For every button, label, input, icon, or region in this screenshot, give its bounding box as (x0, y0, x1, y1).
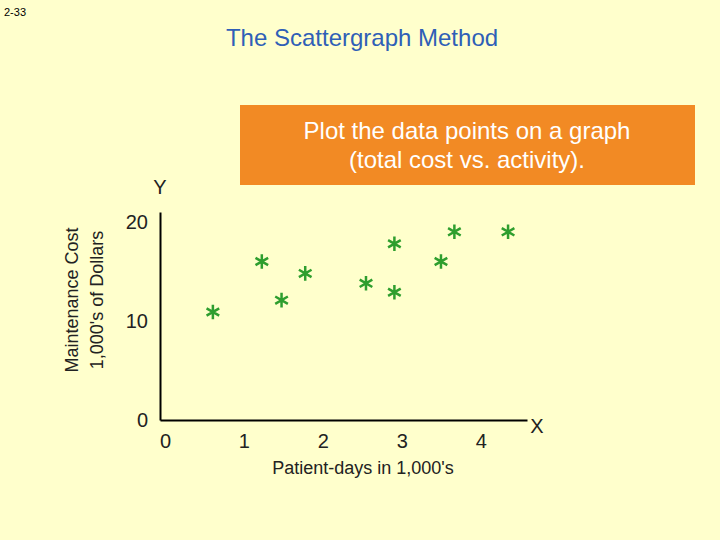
axis-line (161, 420, 528, 422)
slide: 2-33 The Scattergraph Method Plot the data… (0, 0, 720, 540)
points (207, 225, 515, 320)
annotation: Plot the data points on a graph (304, 117, 631, 144)
tick: 2 (318, 420, 329, 452)
point (388, 285, 401, 300)
point (448, 225, 461, 240)
title: The Scattergraph Method (226, 24, 498, 51)
tick: 0 (160, 420, 171, 452)
axis-name: X (530, 415, 543, 437)
tick-label: 10 (126, 310, 148, 332)
x-axis-label: Patient-days in 1,000's (272, 458, 454, 478)
point (388, 236, 401, 251)
y-axis-label: Maintenance Cost (62, 227, 82, 372)
point (275, 293, 288, 308)
tick: 3 (397, 420, 408, 452)
point (435, 254, 448, 269)
tick: 20 (126, 211, 160, 233)
tick-label: 3 (397, 430, 408, 452)
tick-label: 0 (137, 409, 148, 431)
tick-label: 2 (318, 430, 329, 452)
tick: 10 (126, 310, 160, 332)
point (207, 305, 220, 320)
point (360, 276, 373, 291)
y-axis-label: 1,000's of Dollars (87, 231, 107, 370)
y-axis: 0 10 20 (126, 211, 161, 431)
tick: 0 (137, 409, 160, 431)
axis-name: Y (153, 176, 166, 198)
tick: 4 (476, 420, 487, 452)
axis-line (160, 213, 162, 421)
point (255, 254, 268, 269)
tick-label: 4 (476, 430, 487, 452)
background (0, 0, 720, 540)
point (502, 225, 515, 240)
tick-label: 0 (160, 430, 171, 452)
x-axis: 0 1 2 3 4 (160, 420, 528, 452)
tick-label: 1 (239, 430, 250, 452)
tick-label: 20 (126, 211, 148, 233)
annotation: (total cost vs. activity). (349, 146, 585, 173)
tick: 1 (239, 420, 250, 452)
annotation-box (240, 105, 695, 185)
point (299, 266, 312, 281)
slide-number: 2-33 (4, 6, 26, 18)
